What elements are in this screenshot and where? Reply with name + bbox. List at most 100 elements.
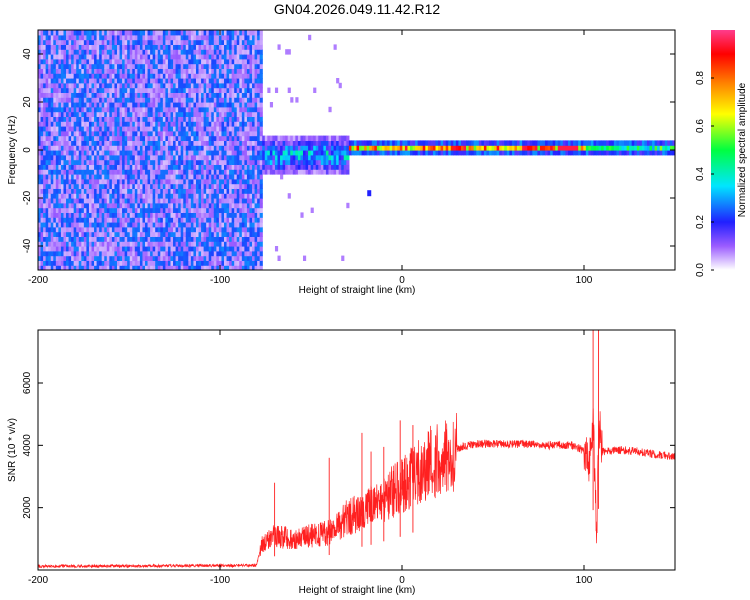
- heatmap-cell: [167, 236, 172, 242]
- heatmap-cell: [302, 255, 307, 261]
- heatmap-cell: [88, 130, 93, 137]
- heatmap-cell: [129, 30, 133, 36]
- heatmap-cell: [134, 73, 138, 79]
- heatmap-cell: [175, 92, 179, 98]
- heatmap-cell: [267, 159, 271, 165]
- heatmap-cell: [165, 121, 169, 127]
- heatmap-cell: [60, 246, 65, 252]
- heatmap-cell: [249, 255, 253, 261]
- heatmap-cell: [124, 121, 128, 127]
- heatmap-cell: [254, 164, 258, 170]
- heatmap-cell: [198, 121, 202, 127]
- heatmap-cell: [511, 145, 516, 151]
- heatmap-cell: [333, 140, 337, 146]
- heatmap-cell: [221, 150, 225, 156]
- heatmap-cell: [308, 164, 312, 170]
- heatmap-cell: [139, 135, 144, 141]
- heatmap-cell: [53, 126, 57, 132]
- heatmap-cell: [83, 150, 88, 156]
- heatmap-cell: [165, 169, 169, 175]
- heatmap-cell: [180, 188, 184, 194]
- heatmap-cell: [134, 207, 138, 213]
- heatmap-cell: [150, 73, 154, 79]
- heatmap-cell: [193, 87, 197, 93]
- heatmap-cell: [195, 39, 200, 45]
- heatmap-cell: [203, 260, 207, 266]
- heatmap-cell: [48, 130, 52, 137]
- heatmap-cell: [147, 236, 151, 242]
- heatmap-cell: [178, 169, 182, 175]
- heatmap-cell: [300, 159, 304, 165]
- heatmap-cell: [134, 145, 138, 151]
- heatmap-cell: [88, 78, 93, 84]
- heatmap-cell: [257, 164, 261, 170]
- heatmap-cell: [122, 73, 126, 79]
- heatmap-cell: [55, 178, 59, 185]
- heatmap-cell: [78, 226, 82, 233]
- heatmap-cell: [241, 154, 245, 161]
- heatmap-cell: [48, 222, 52, 228]
- heatmap-cell: [478, 140, 482, 146]
- heatmap-cell: [43, 39, 47, 45]
- heatmap-cell: [127, 260, 131, 266]
- heatmap-cell: [175, 130, 179, 137]
- heatmap-cell: [239, 241, 243, 247]
- heatmap-cell: [555, 140, 559, 146]
- heatmap-cell: [183, 183, 187, 189]
- heatmap-cell: [91, 198, 95, 204]
- heatmap-cell: [40, 135, 44, 141]
- heatmap-cell: [94, 63, 98, 69]
- heatmap-cell: [132, 217, 136, 223]
- heatmap-cell: [114, 226, 118, 233]
- heatmap-cell: [534, 145, 539, 151]
- heatmap-cell: [170, 68, 174, 74]
- heatmap-cell: [145, 202, 149, 209]
- heatmap-cell: [76, 260, 80, 266]
- heatmap-cell: [71, 241, 75, 247]
- heatmap-cell: [198, 116, 202, 122]
- heatmap-cell: [127, 188, 131, 194]
- heatmap-cell: [127, 226, 131, 233]
- heatmap-cell: [68, 92, 72, 98]
- heatmap-cell: [152, 126, 156, 132]
- heatmap-cell: [43, 97, 47, 103]
- heatmap-cell: [165, 140, 169, 146]
- heatmap-cell: [249, 222, 253, 228]
- heatmap-cell: [145, 97, 149, 103]
- heatmap-cell: [155, 174, 159, 180]
- heatmap-cell: [190, 255, 195, 261]
- heatmap-cell: [58, 102, 62, 108]
- heatmap-cell: [496, 150, 500, 156]
- heatmap-cell: [88, 87, 93, 93]
- heatmap-cell: [320, 145, 324, 151]
- heatmap-cell: [183, 30, 187, 36]
- heatmap-cell: [137, 39, 141, 45]
- heatmap-cell: [63, 178, 67, 185]
- heatmap-cell: [155, 78, 159, 84]
- heatmap-cell: [50, 246, 54, 252]
- heatmap-cell: [48, 102, 52, 108]
- heatmap-cell: [134, 82, 138, 89]
- heatmap-cell: [116, 121, 121, 127]
- heatmap-cell: [63, 82, 67, 89]
- heatmap-cell: [78, 250, 82, 257]
- heatmap-cell: [435, 140, 439, 146]
- heatmap-cell: [124, 217, 128, 223]
- heatmap-cell: [129, 68, 133, 74]
- heatmap-cell: [50, 198, 54, 204]
- heatmap-cell: [73, 154, 77, 161]
- heatmap-cell: [211, 260, 215, 266]
- heatmap-cell: [218, 183, 223, 189]
- heatmap-cell: [127, 250, 131, 257]
- heatmap-cell: [63, 145, 67, 151]
- heatmap-cell: [313, 154, 317, 161]
- heatmap-cell: [257, 174, 261, 180]
- heatmap-cell: [254, 130, 258, 137]
- heatmap-cell: [114, 116, 118, 122]
- heatmap-cell: [114, 193, 118, 199]
- heatmap-cell: [224, 260, 228, 266]
- heatmap-cell: [221, 164, 225, 170]
- heatmap-cell: [83, 58, 88, 65]
- heatmap-cell: [193, 78, 197, 84]
- heatmap-cell: [116, 87, 121, 93]
